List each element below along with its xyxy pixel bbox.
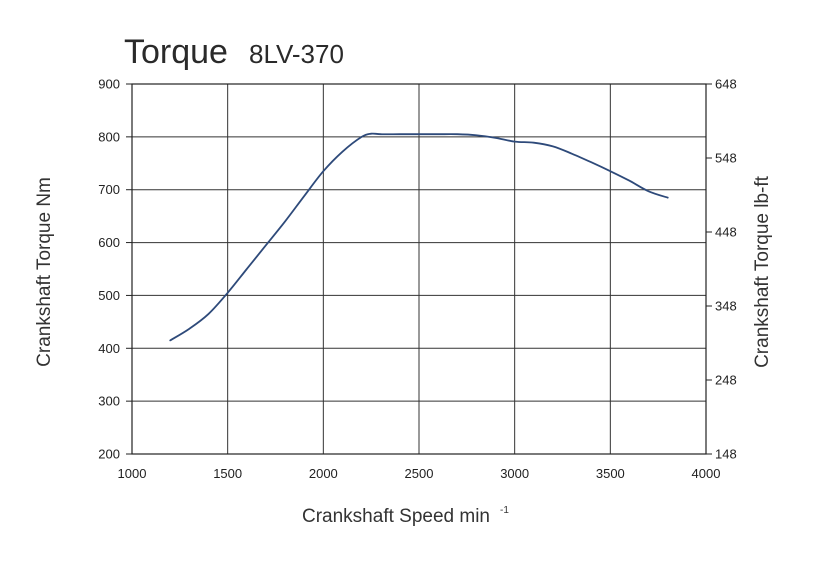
x-tick-label: 3000 <box>500 466 529 481</box>
y-tick-label: 300 <box>98 394 120 409</box>
x-axis-label: Crankshaft Speed min <box>302 506 490 527</box>
x-tick-label: 2500 <box>405 466 434 481</box>
y2-axis-label: Crankshaft Torque lb-ft <box>752 175 773 368</box>
x-tick-label: 2000 <box>309 466 338 481</box>
chart-subtitle: 8LV-370 <box>249 39 344 69</box>
x-axis-label-superscript: -1 <box>500 505 509 516</box>
plot-frame <box>131 83 707 455</box>
y-tick-label: 800 <box>98 129 120 144</box>
y2-tick-label: 548 <box>715 151 737 166</box>
x-tick-labels: 1000 1500 2000 2500 3000 3500 4000 <box>118 466 721 481</box>
x-tick-label: 1000 <box>118 466 147 481</box>
x-tick-label: 3500 <box>596 466 625 481</box>
y-tick-label: 500 <box>98 288 120 303</box>
chart-title: Torque <box>124 33 228 71</box>
torque-series-line <box>169 132 669 342</box>
y-tick-label: 200 <box>98 447 120 462</box>
y2-tick-label: 248 <box>715 373 737 388</box>
x-tick-label: 1500 <box>213 466 242 481</box>
y2-tick-labels: 148 248 348 448 548 648 <box>706 77 737 462</box>
y-tick-label: 900 <box>98 77 120 92</box>
y2-tick-label: 348 <box>715 299 737 314</box>
y2-tick-label: 148 <box>715 447 737 462</box>
y-tick-label: 600 <box>98 235 120 250</box>
y-tick-labels: 200 300 400 500 600 700 800 900 <box>98 77 132 462</box>
y-axis-label: Crankshaft Torque Nm <box>34 177 55 367</box>
y-tick-label: 400 <box>98 341 120 356</box>
y-tick-label: 700 <box>98 182 120 197</box>
y2-tick-label: 448 <box>715 225 737 240</box>
y2-tick-label: 648 <box>715 77 737 92</box>
series-group <box>169 132 669 342</box>
x-tick-label: 4000 <box>692 466 721 481</box>
grid-lines <box>131 83 707 455</box>
